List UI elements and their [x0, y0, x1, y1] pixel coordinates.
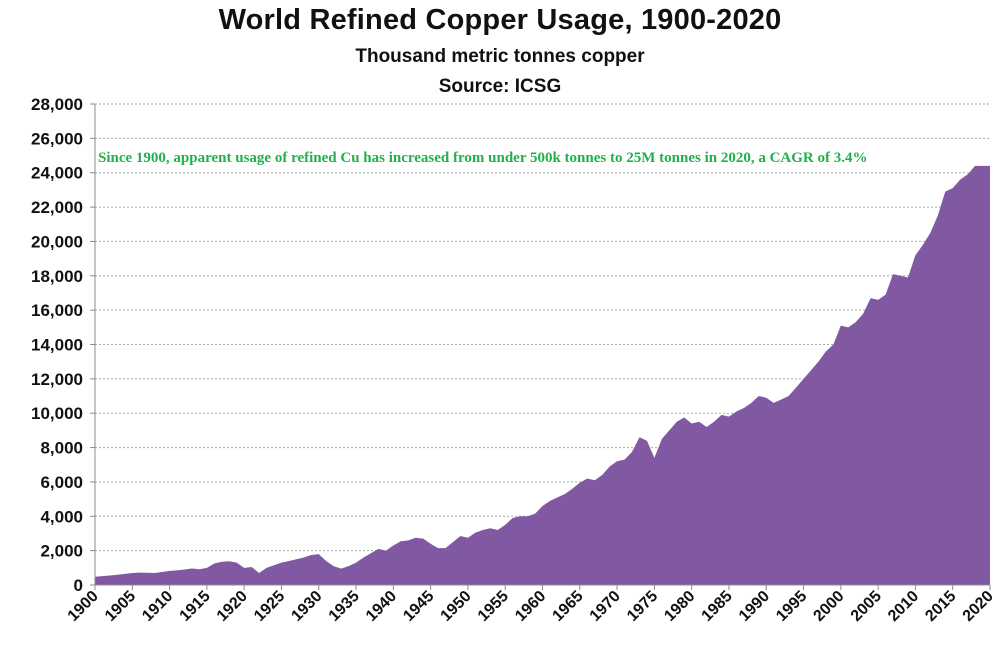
x-tick-label: 2015	[922, 588, 959, 625]
y-tick-label: 16,000	[31, 301, 83, 320]
x-tick-label: 1905	[102, 588, 139, 625]
y-tick-label: 6,000	[40, 473, 83, 492]
y-tick-label: 20,000	[31, 232, 83, 251]
x-tick-label: 1975	[624, 588, 661, 625]
y-tick-label: 2,000	[40, 542, 83, 561]
y-tick-label: 14,000	[31, 336, 83, 355]
y-tick-label: 12,000	[31, 370, 83, 389]
copper-usage-area	[95, 165, 990, 585]
x-tick-label: 1925	[251, 588, 288, 625]
y-tick-label: 22,000	[31, 198, 83, 217]
x-tick-label: 1950	[438, 588, 475, 625]
x-tick-label: 1915	[177, 588, 214, 625]
x-tick-label: 1930	[288, 588, 325, 625]
chart-annotation: Since 1900, apparent usage of refined Cu…	[98, 150, 867, 166]
x-tick-label: 1990	[736, 588, 773, 625]
y-tick-label: 26,000	[31, 129, 83, 148]
y-tick-label: 24,000	[31, 164, 83, 183]
chart-source: Source: ICSG	[438, 76, 562, 97]
x-tick-label: 2020	[960, 588, 997, 625]
y-tick-label: 0	[74, 576, 83, 595]
y-tick-label: 8,000	[40, 439, 83, 458]
x-tick-label: 1980	[661, 588, 698, 625]
x-tick-label: 1900	[65, 588, 102, 625]
x-tick-label: 1920	[214, 588, 251, 625]
x-axis-ticks: 1900 1905 1910 1915 1920 1925 1930 1935 1940 1945…	[65, 585, 997, 625]
y-tick-label: 4,000	[40, 507, 83, 526]
x-tick-label: 1935	[326, 588, 363, 625]
x-tick-label: 2010	[885, 588, 922, 625]
y-tick-label: 28,000	[31, 95, 83, 114]
y-axis-ticks: 0 2,000 4,000 6,000 8,000 10,000 12,000 14,000 1…	[31, 95, 95, 595]
chart-subtitle: Thousand metric tonnes copper	[355, 46, 645, 67]
x-tick-label: 1955	[475, 588, 512, 625]
area-series	[95, 165, 990, 585]
y-tick-label: 10,000	[31, 404, 83, 423]
x-tick-label: 2000	[810, 588, 847, 625]
x-tick-label: 1910	[139, 588, 176, 625]
x-tick-label: 1945	[400, 588, 437, 625]
x-tick-label: 1960	[512, 588, 549, 625]
x-tick-label: 1970	[587, 588, 624, 625]
x-tick-label: 1995	[773, 588, 810, 625]
x-tick-label: 1940	[363, 588, 400, 625]
x-tick-label: 1965	[549, 588, 586, 625]
y-tick-label: 18,000	[31, 267, 83, 286]
chart-title: World Refined Copper Usage, 1900-2020	[218, 4, 782, 36]
x-tick-label: 2005	[848, 588, 885, 625]
x-tick-label: 1985	[699, 588, 736, 625]
